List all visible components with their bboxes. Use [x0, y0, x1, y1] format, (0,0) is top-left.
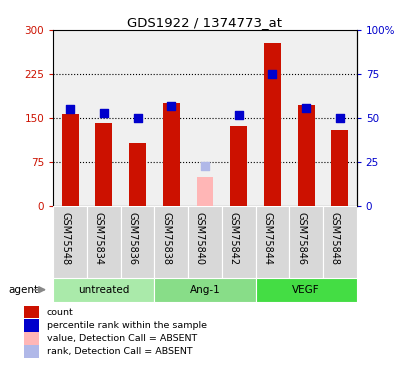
Point [302, 105, 309, 111]
Text: GSM75840: GSM75840 [195, 212, 204, 265]
Bar [120, 206, 154, 278]
Text: GSM75836: GSM75836 [127, 212, 137, 265]
Point [100, 110, 107, 116]
Bar [24, 345, 39, 358]
Point [235, 112, 241, 118]
Bar [221, 206, 255, 278]
Bar [53, 206, 87, 278]
Text: GSM75548: GSM75548 [60, 212, 70, 265]
Bar [289, 206, 322, 278]
Bar [196, 177, 213, 206]
Text: GSM75846: GSM75846 [295, 212, 306, 265]
Bar [263, 43, 280, 206]
Bar [129, 143, 146, 206]
Bar [188, 206, 221, 278]
Bar [297, 105, 314, 206]
Point [134, 115, 141, 121]
Bar [24, 319, 39, 332]
Text: VEGF: VEGF [292, 285, 319, 295]
Bar [154, 278, 255, 302]
Bar [255, 278, 356, 302]
Bar [95, 123, 112, 206]
Text: GSM75844: GSM75844 [262, 212, 272, 265]
Bar [154, 206, 188, 278]
Text: agent: agent [8, 285, 38, 295]
Bar [53, 278, 154, 302]
Bar [255, 206, 289, 278]
Point [268, 71, 275, 77]
Point [336, 115, 342, 121]
Text: percentile rank within the sample: percentile rank within the sample [47, 321, 207, 330]
Bar [322, 206, 356, 278]
Title: GDS1922 / 1374773_at: GDS1922 / 1374773_at [127, 16, 282, 29]
Point [168, 103, 174, 109]
Bar [230, 126, 247, 206]
Bar [87, 206, 120, 278]
Bar [62, 114, 79, 206]
Text: count: count [47, 308, 74, 316]
Bar [162, 104, 179, 206]
Text: value, Detection Call = ABSENT: value, Detection Call = ABSENT [47, 334, 197, 343]
Bar [330, 130, 347, 206]
Text: Ang-1: Ang-1 [189, 285, 220, 295]
Text: GSM75842: GSM75842 [228, 212, 238, 265]
Point [67, 106, 73, 112]
Point [201, 163, 208, 169]
Bar [24, 306, 39, 318]
Text: untreated: untreated [78, 285, 129, 295]
Text: rank, Detection Call = ABSENT: rank, Detection Call = ABSENT [47, 347, 192, 356]
Bar [24, 332, 39, 345]
Text: GSM75834: GSM75834 [94, 212, 103, 265]
Text: GSM75838: GSM75838 [161, 212, 171, 265]
Text: GSM75848: GSM75848 [329, 212, 339, 265]
